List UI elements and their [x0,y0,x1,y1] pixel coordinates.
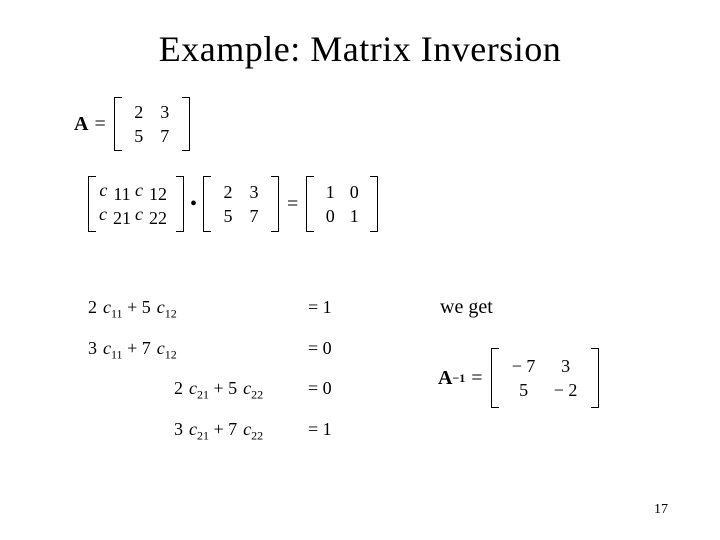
dot-operator: • [186,193,201,216]
eq-4-rhs: = 1 [308,414,346,451]
eq-1-rhs: = 1 [308,292,346,329]
matrix-a-inverse: − 73 5− 2 [491,348,599,408]
matrix-identity: 10 01 [306,176,378,232]
slide-title: Example: Matrix Inversion [0,28,720,70]
eq-3-rhs: = 0 [308,373,346,410]
label-a: A [74,113,88,136]
equals-3: = [465,367,488,390]
page-number: 17 [654,502,668,518]
matrix-a-copy: 23 57 [203,176,279,232]
a-inverse-result: A−1 = − 73 5− 2 [438,348,601,408]
eq-4-lhs: 3c21 + 7c22 [88,414,308,451]
eq-2-lhs: 3c11 + 7c12 [88,333,308,370]
eq-3-lhs: 2c21 + 5c22 [88,373,308,410]
matrix-a-definition: A = 23 57 [74,96,192,152]
inverse-equation: c11 c12 c21 c22 • 23 57 = 10 01 [86,176,380,232]
matrix-c: c11 c12 c21 c22 [88,176,184,232]
eq-2-rhs: = 0 [308,333,346,370]
equals-2: = [281,193,304,216]
superscript-minus-one: −1 [452,371,465,386]
eq-1-lhs: 2c11 + 5c12 [88,292,308,329]
slide: Example: Matrix Inversion A = 23 57 c11 … [0,0,720,540]
equals-1: = [94,113,105,136]
we-get-text: we get [440,296,493,319]
matrix-a: 23 57 [114,96,190,152]
label-a-inverse: A [438,367,452,390]
linear-system: 2c11 + 5c12 = 1 3c11 + 7c12 = 0 2c21 + 5… [88,292,346,450]
